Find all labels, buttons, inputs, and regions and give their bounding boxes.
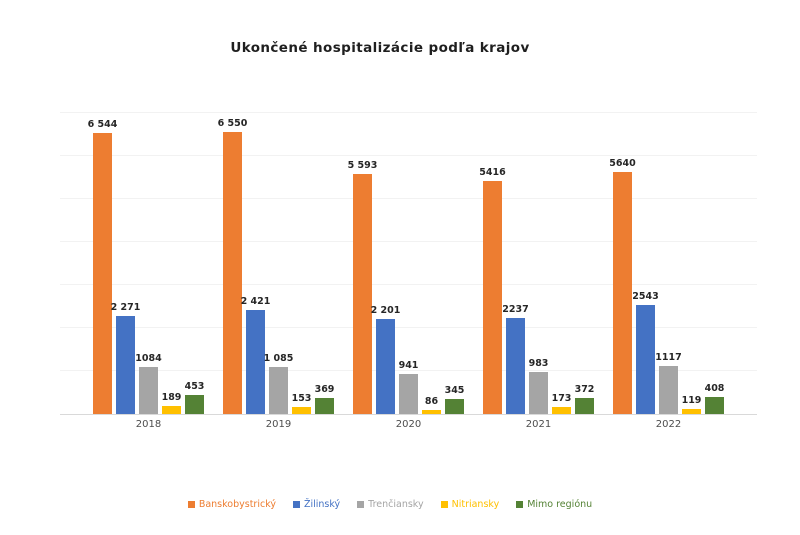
data-label-mimo-regionu-2020: 345 xyxy=(444,385,465,397)
data-label-trenciansky-2020: 941 xyxy=(398,359,419,371)
gridline xyxy=(60,284,757,285)
data-label-banskobystricky-2022: 5640 xyxy=(609,157,636,169)
gridline xyxy=(60,155,757,156)
bar-group-2018: 6 544 2 271 1084 189 453 xyxy=(88,113,204,414)
legend-swatch-icon xyxy=(357,501,365,508)
gridline xyxy=(60,327,757,328)
legend-swatch-icon xyxy=(187,501,195,508)
data-label-trenciansky-2018: 1084 xyxy=(135,353,162,365)
bar-zilinsky-2020[interactable]: 2 201 xyxy=(371,305,400,414)
data-label-zilinsky-2022: 2543 xyxy=(632,290,659,302)
data-label-banskobystricky-2018: 6 544 xyxy=(87,118,118,130)
bar-trenciansky-2019[interactable]: 1 085 xyxy=(264,353,293,414)
gridline xyxy=(60,241,757,242)
bar-zilinsky-2018[interactable]: 2 271 xyxy=(111,302,140,414)
gridline xyxy=(60,370,757,371)
chart-title: Ukončené hospitalizácie podľa krajov xyxy=(230,40,530,56)
data-label-mimo-regionu-2019: 369 xyxy=(314,384,335,396)
bar-mimo-regionu-2022[interactable]: 408 xyxy=(705,383,724,414)
bar-mimo-regionu-2018[interactable]: 453 xyxy=(185,381,204,414)
data-label-trenciansky-2019: 1 085 xyxy=(263,353,294,365)
bar-zilinsky-2021[interactable]: 2237 xyxy=(502,304,529,414)
plot-area: 6 544 2 271 1084 189 453 6 550 2 421 1 085 153 36… xyxy=(60,112,757,415)
x-label-2021: 2021 xyxy=(525,419,552,430)
legend-item-zilinsky[interactable]: Žilinský xyxy=(292,499,341,510)
data-label-mimo-regionu-2021: 372 xyxy=(574,384,595,395)
legend-label: Mimo regiónu xyxy=(527,499,593,510)
data-label-nitriansky-2019: 153 xyxy=(291,393,312,405)
data-label-nitriansky-2020: 86 xyxy=(424,396,439,408)
legend-swatch-icon xyxy=(516,501,524,508)
legend: Banskobystrický Žilinský Trenčiansky Nitria… xyxy=(0,499,780,510)
bar-group-2022: 5640 2543 1117 119 408 xyxy=(609,113,724,414)
bar-banskobystricky-2018[interactable]: 6 544 xyxy=(88,119,117,414)
bar-trenciansky-2021[interactable]: 983 xyxy=(529,358,548,414)
bar-nitriansky-2020[interactable]: 86 xyxy=(422,396,441,414)
gridline xyxy=(60,112,757,113)
legend-label: Banskobystrický xyxy=(198,499,276,510)
bar-banskobystricky-2021[interactable]: 5416 xyxy=(479,167,506,414)
bar-nitriansky-2018[interactable]: 189 xyxy=(162,392,181,414)
bar-trenciansky-2020[interactable]: 941 xyxy=(399,360,418,414)
bar-banskobystricky-2019[interactable]: 6 550 xyxy=(218,118,247,414)
x-label-2018: 2018 xyxy=(135,419,162,430)
legend-swatch-icon xyxy=(292,501,300,508)
data-label-banskobystricky-2020: 5 593 xyxy=(347,159,378,171)
data-label-nitriansky-2022: 119 xyxy=(681,394,702,406)
legend-item-mimo-regionu[interactable]: Mimo regiónu xyxy=(516,499,592,510)
data-label-zilinsky-2021: 2237 xyxy=(502,303,529,315)
x-label-2020: 2020 xyxy=(395,419,422,430)
x-label-2019: 2019 xyxy=(265,419,292,430)
bar-mimo-regionu-2021[interactable]: 372 xyxy=(575,384,594,414)
data-label-banskobystricky-2021: 5416 xyxy=(479,167,506,179)
legend-label: Trenčiansky xyxy=(368,499,424,510)
bar-nitriansky-2022[interactable]: 119 xyxy=(682,395,701,414)
legend-item-trenciansky[interactable]: Trenčiansky xyxy=(357,499,424,510)
data-label-mimo-regionu-2022: 408 xyxy=(704,382,725,394)
data-label-trenciansky-2021: 983 xyxy=(528,357,549,369)
legend-swatch-icon xyxy=(440,501,448,508)
legend-label: Nitriansky xyxy=(451,499,500,510)
bar-banskobystricky-2022[interactable]: 5640 xyxy=(609,158,636,414)
data-label-zilinsky-2018: 2 271 xyxy=(110,302,141,314)
bar-trenciansky-2022[interactable]: 1117 xyxy=(655,352,682,414)
bar-zilinsky-2019[interactable]: 2 421 xyxy=(241,296,270,414)
bar-nitriansky-2019[interactable]: 153 xyxy=(292,393,311,414)
x-label-2022: 2022 xyxy=(655,419,682,430)
bar-mimo-regionu-2019[interactable]: 369 xyxy=(315,384,334,414)
bar-trenciansky-2018[interactable]: 1084 xyxy=(135,353,162,414)
bar-zilinsky-2022[interactable]: 2543 xyxy=(632,291,659,414)
x-axis: 2018 2019 2020 2021 2022 xyxy=(60,419,757,433)
bar-nitriansky-2021[interactable]: 173 xyxy=(552,393,571,414)
data-label-zilinsky-2019: 2 421 xyxy=(240,295,271,307)
bar-group-2020: 5 593 2 201 941 86 345 xyxy=(348,113,464,414)
bar-banskobystricky-2020[interactable]: 5 593 xyxy=(348,160,377,414)
legend-label: Žilinský xyxy=(303,499,341,510)
data-label-trenciansky-2022: 1117 xyxy=(655,352,682,363)
data-label-nitriansky-2021: 173 xyxy=(551,392,572,404)
legend-item-banskobystricky[interactable]: Banskobystrický xyxy=(187,499,276,510)
data-label-mimo-regionu-2018: 453 xyxy=(184,380,205,392)
bar-group-2021: 5416 2237 983 173 372 xyxy=(479,113,594,414)
gridline xyxy=(60,198,757,199)
data-label-nitriansky-2018: 189 xyxy=(161,391,182,403)
bar-mimo-regionu-2020[interactable]: 345 xyxy=(445,385,464,414)
data-label-banskobystricky-2019: 6 550 xyxy=(217,118,248,130)
legend-item-nitriansky[interactable]: Nitriansky xyxy=(440,499,500,510)
bar-group-2019: 6 550 2 421 1 085 153 369 xyxy=(218,113,334,414)
data-label-zilinsky-2020: 2 201 xyxy=(370,305,401,317)
